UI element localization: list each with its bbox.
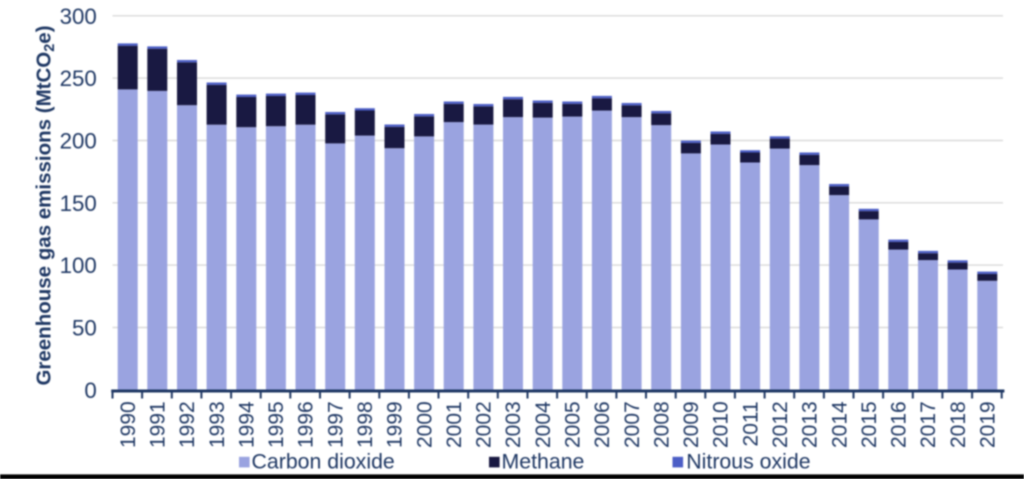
svg-text:200: 200 xyxy=(60,129,97,154)
svg-text:2004: 2004 xyxy=(532,401,555,448)
svg-text:2007: 2007 xyxy=(621,401,644,448)
svg-text:2008: 2008 xyxy=(650,401,673,448)
svg-text:1992: 1992 xyxy=(176,401,199,448)
svg-text:2013: 2013 xyxy=(799,401,822,448)
svg-text:Carbon dioxide: Carbon dioxide xyxy=(252,449,395,473)
svg-text:100: 100 xyxy=(60,253,97,278)
svg-text:2006: 2006 xyxy=(591,401,614,448)
svg-text:2012: 2012 xyxy=(769,401,792,448)
svg-text:2001: 2001 xyxy=(443,401,466,448)
svg-text:250: 250 xyxy=(60,66,97,91)
svg-text:1995: 1995 xyxy=(265,401,288,448)
svg-text:Greenhouse gas emissions (MtCO: Greenhouse gas emissions (MtCO2e) xyxy=(33,25,59,385)
svg-text:1994: 1994 xyxy=(236,401,259,448)
svg-text:2005: 2005 xyxy=(562,401,585,448)
svg-text:2015: 2015 xyxy=(858,401,881,448)
svg-text:2017: 2017 xyxy=(917,401,940,448)
svg-text:Nitrous oxide: Nitrous oxide xyxy=(686,449,810,473)
svg-text:2019: 2019 xyxy=(977,401,1000,448)
svg-text:2011: 2011 xyxy=(739,401,762,446)
svg-text:2009: 2009 xyxy=(680,401,703,448)
svg-text:Methane: Methane xyxy=(502,449,585,473)
svg-text:2016: 2016 xyxy=(888,401,911,448)
svg-text:2014: 2014 xyxy=(828,401,851,448)
svg-text:1991: 1991 xyxy=(147,401,170,448)
svg-text:2010: 2010 xyxy=(710,401,733,448)
svg-text:1997: 1997 xyxy=(324,401,347,448)
svg-text:1993: 1993 xyxy=(206,401,229,448)
svg-text:0: 0 xyxy=(84,378,96,403)
svg-text:50: 50 xyxy=(72,316,97,341)
svg-text:300: 300 xyxy=(60,4,97,29)
svg-text:1996: 1996 xyxy=(295,401,318,448)
svg-text:2003: 2003 xyxy=(502,401,525,448)
svg-text:1999: 1999 xyxy=(384,401,407,448)
svg-text:1998: 1998 xyxy=(354,401,377,448)
svg-text:2018: 2018 xyxy=(947,401,970,448)
svg-text:2000: 2000 xyxy=(413,401,436,448)
svg-text:2002: 2002 xyxy=(473,401,496,448)
svg-text:1990: 1990 xyxy=(117,401,140,448)
svg-text:150: 150 xyxy=(60,191,97,216)
